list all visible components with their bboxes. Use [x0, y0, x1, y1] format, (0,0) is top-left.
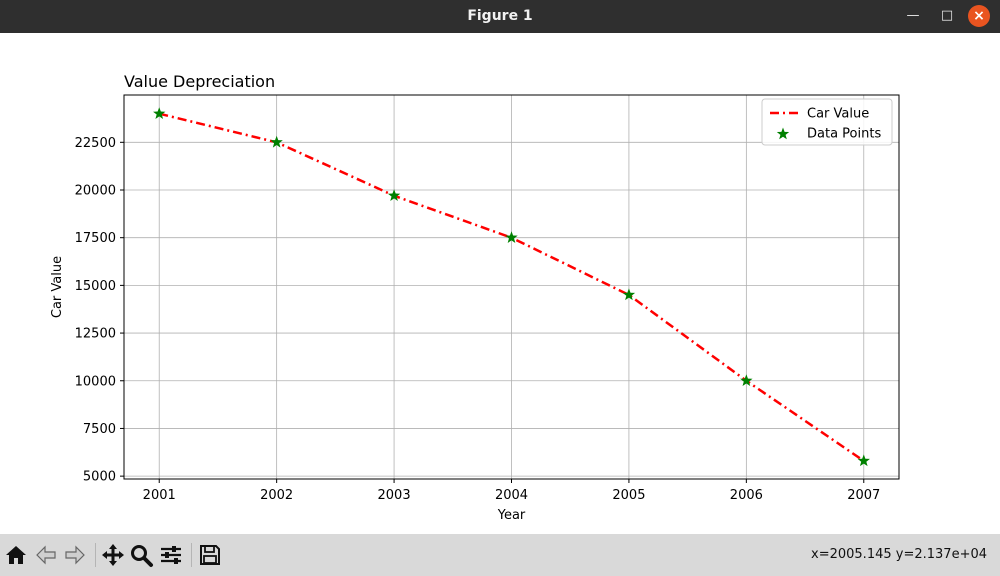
cursor-coordinates: x=2005.145 y=2.137e+04: [811, 547, 987, 562]
data-point-marker: [387, 189, 401, 201]
x-tick-label: 2004: [495, 488, 528, 503]
data-point-marker: [622, 288, 636, 301]
figure-canvas[interactable]: 2001 2002 2003 2004 2005 2006 2007 5000 7500 1000…: [0, 33, 1000, 534]
x-tick-label: 2006: [730, 488, 763, 503]
data-point-marker: [505, 231, 518, 243]
x-tick-label: 2007: [847, 488, 880, 503]
toolbar-separator: [191, 543, 192, 567]
configure-subplots-icon: [161, 546, 181, 564]
back-button[interactable]: [33, 542, 59, 568]
y-tick-label: 10000: [75, 374, 116, 389]
chart: 2001 2002 2003 2004 2005 2006 2007 5000 7500 1000…: [50, 72, 900, 523]
x-tick-label: 2002: [260, 488, 293, 503]
data-point-marker: [270, 135, 283, 148]
legend-star-swatch: [776, 127, 790, 140]
data-point-marker: [740, 374, 753, 387]
title-bar: Figure 1 — □ ×: [0, 0, 1000, 33]
y-axis-label: Car Value: [50, 256, 65, 318]
save-button[interactable]: [197, 542, 223, 568]
home-button[interactable]: [3, 542, 29, 568]
forward-arrow-icon: [65, 545, 85, 565]
x-axis-label: Year: [497, 508, 526, 523]
close-button[interactable]: ×: [968, 5, 990, 27]
save-icon: [200, 545, 220, 565]
navigation-toolbar: x=2005.145 y=2.137e+04: [0, 534, 1000, 576]
y-tick-label: 15000: [75, 279, 116, 294]
y-tick-label: 22500: [75, 136, 116, 151]
y-tick-label: 17500: [75, 231, 116, 246]
forward-button[interactable]: [62, 542, 88, 568]
configure-subplots-button[interactable]: [158, 542, 184, 568]
home-icon: [6, 546, 26, 564]
y-tick-label: 7500: [83, 422, 116, 437]
x-tick-label: 2003: [378, 488, 411, 503]
y-tick-label: 20000: [75, 183, 116, 198]
window-title: Figure 1: [467, 8, 533, 24]
y-tick-label: 5000: [83, 470, 116, 485]
legend-box: [761, 98, 893, 146]
zoom-button[interactable]: [128, 542, 154, 568]
back-arrow-icon: [36, 545, 56, 565]
chart-title: Value Depreciation: [124, 72, 275, 91]
zoom-icon: [131, 545, 153, 567]
maximize-button[interactable]: □: [940, 8, 954, 23]
legend-label-car-value: Car Value: [807, 107, 869, 122]
toolbar-separator: [95, 543, 96, 567]
pan-icon: [102, 544, 124, 566]
x-tick-label: 2001: [143, 488, 176, 503]
x-tick-label: 2005: [612, 488, 645, 503]
data-point-marker: [857, 454, 870, 467]
pan-button[interactable]: [100, 542, 126, 568]
data-point-marker: [153, 107, 166, 119]
y-tick-label: 12500: [75, 327, 116, 342]
minimize-button[interactable]: —: [906, 8, 920, 23]
legend-label-data-points: Data Points: [807, 127, 881, 142]
